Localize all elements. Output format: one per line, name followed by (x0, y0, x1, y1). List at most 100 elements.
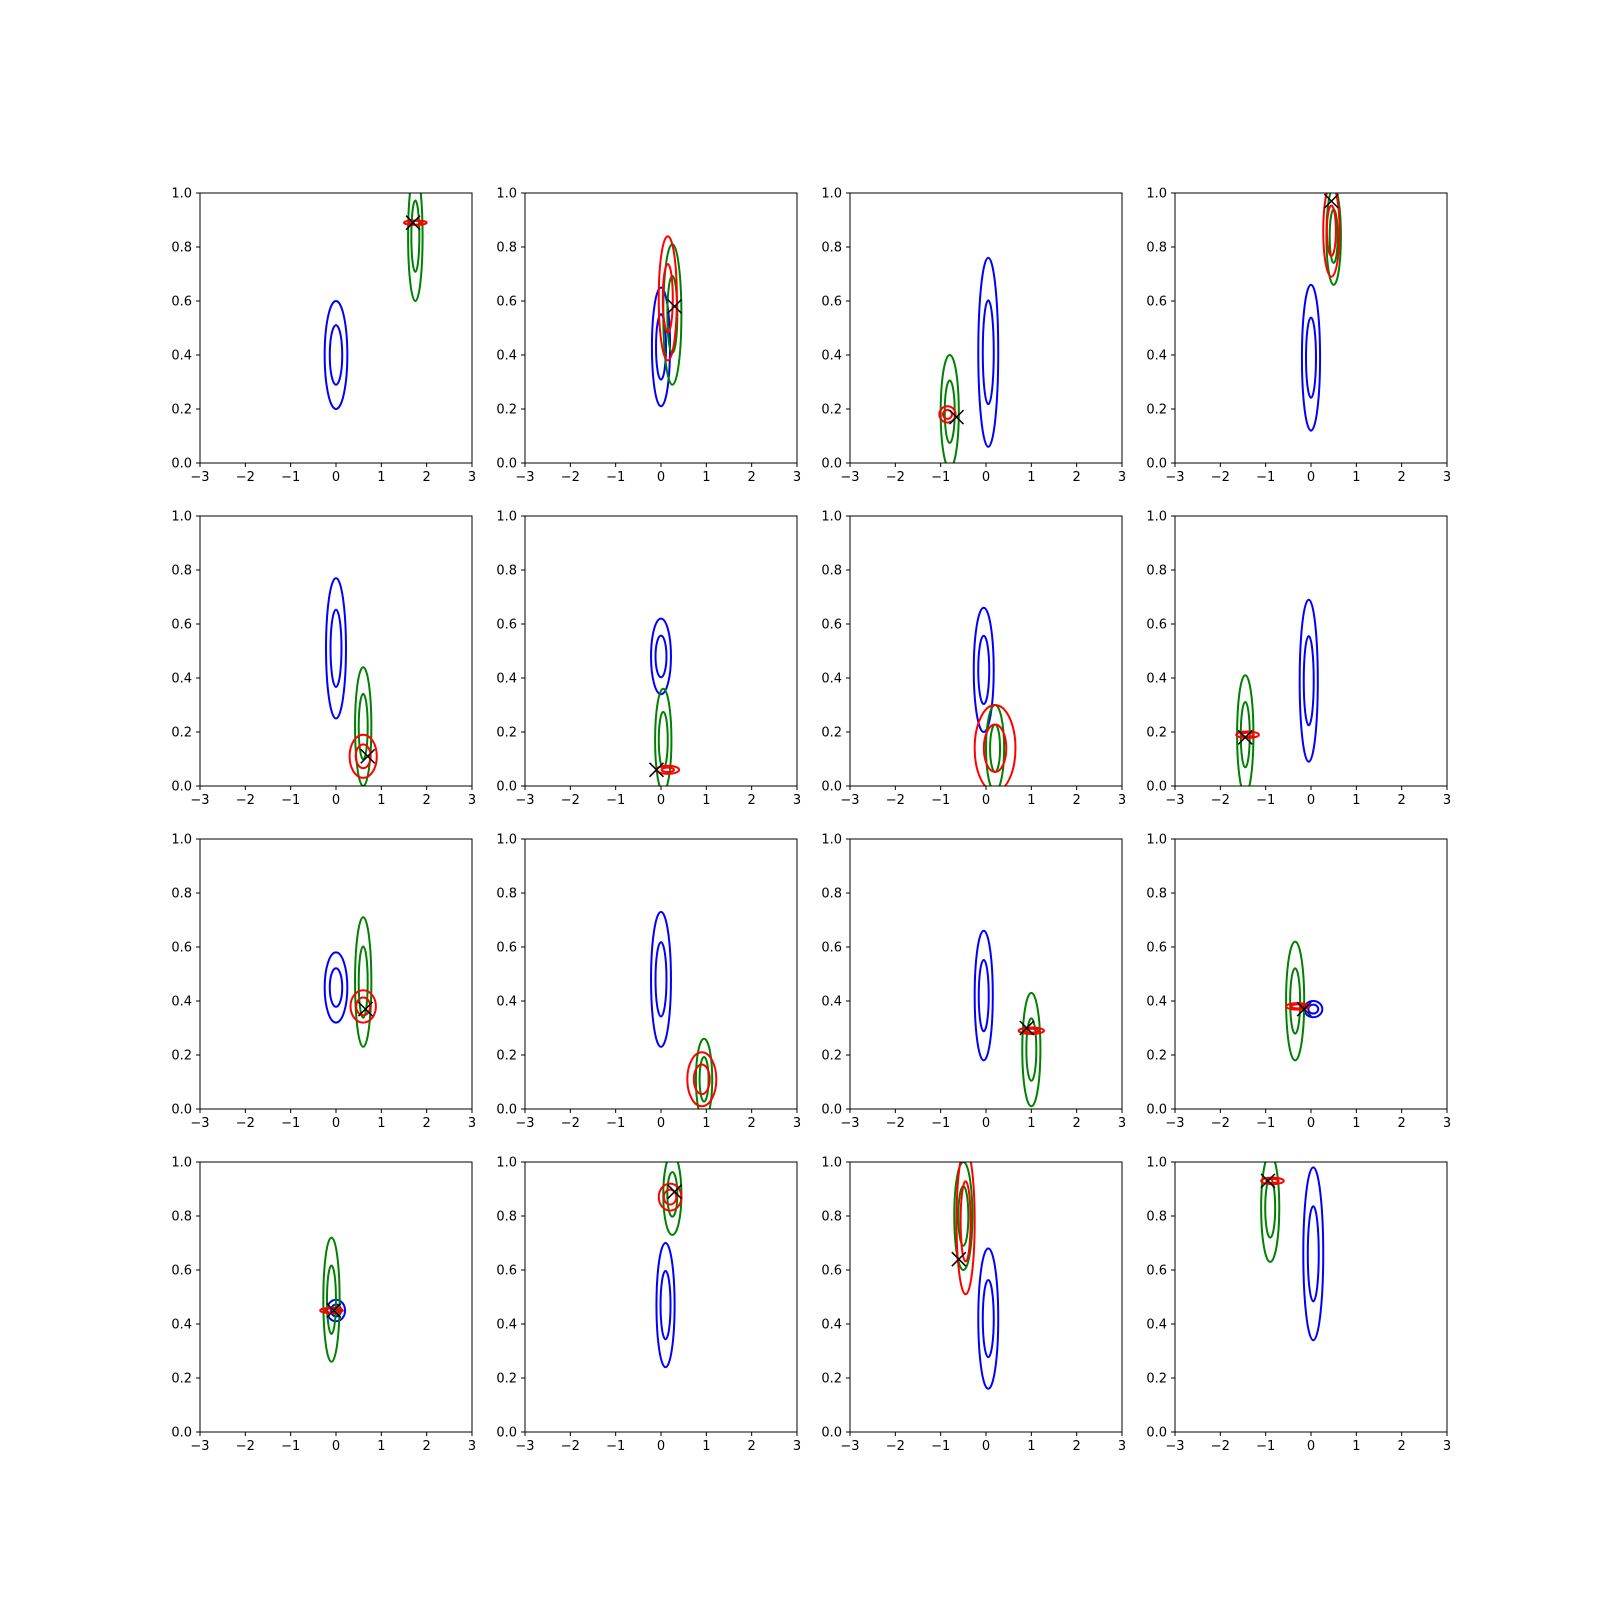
y-tick-label: 0.4 (821, 349, 842, 364)
blue-contour-outer (977, 1247, 1000, 1390)
x-tick-label: −1 (931, 1116, 950, 1131)
y-tick-label: 0.6 (496, 941, 517, 956)
y-tick-label: 0.6 (171, 618, 192, 633)
y-tick-label: 1.0 (171, 187, 192, 202)
blue-contour-outer (973, 929, 994, 1062)
x-tick-label: 1 (377, 793, 385, 808)
y-tick-label: 0.0 (171, 780, 192, 795)
y-tick-label: 0.6 (1146, 1264, 1167, 1279)
x-tick-label: −1 (606, 1116, 625, 1131)
x-marker (648, 762, 664, 778)
y-tick-label: 0.2 (821, 1372, 842, 1387)
x-tick-label: 1 (377, 470, 385, 485)
x-tick-label: −3 (190, 1116, 209, 1131)
red-contour-outer (1235, 730, 1260, 739)
x-tick-label: 3 (793, 793, 801, 808)
y-tick-label: 0.8 (496, 241, 517, 256)
y-tick-label: 1.0 (1146, 510, 1167, 525)
y-tick-label: 0.4 (821, 995, 842, 1010)
x-tick-label: −1 (606, 793, 625, 808)
y-tick-label: 1.0 (171, 1156, 192, 1171)
y-tick-label: 0.8 (496, 564, 517, 579)
x-tick-label: −2 (1211, 1116, 1230, 1131)
red-contour-outer (1260, 1176, 1285, 1186)
y-tick-label: 0.6 (496, 1264, 517, 1279)
plot-area (973, 929, 1046, 1108)
x-tick-label: 2 (1398, 1439, 1406, 1454)
x-tick-label: 0 (1307, 793, 1315, 808)
plot-area (1260, 1162, 1325, 1342)
x-tick-label: 2 (1398, 1116, 1406, 1131)
green-contour-inner (943, 379, 956, 444)
x-tick-label: 0 (332, 793, 340, 808)
y-tick-label: 1.0 (1146, 833, 1167, 848)
green-contour-inner (989, 723, 1002, 773)
y-tick-label: 0.6 (171, 1264, 192, 1279)
blue-contour-outer (1300, 283, 1322, 432)
y-tick-label: 0.8 (171, 564, 192, 579)
y-tick-label: 1.0 (496, 833, 517, 848)
subplot-3: −3 −2 −1 0 1 2 3 0.0 0.2 0.4 0.6 0.8 1.0 (821, 187, 1126, 486)
x-tick-label: −1 (281, 1116, 300, 1131)
axes-frame (1174, 838, 1448, 1110)
x-tick-label: 1 (1027, 793, 1035, 808)
y-tick-label: 0.6 (821, 618, 842, 633)
x-tick-label: 1 (702, 1116, 710, 1131)
x-tick-label: 1 (1352, 470, 1360, 485)
y-tick-label: 0.4 (496, 1318, 517, 1333)
red-contour-inner (354, 743, 372, 770)
x-tick-label: 3 (793, 1116, 801, 1131)
green-contour-outer (1021, 991, 1042, 1108)
x-tick-label: 0 (1307, 1116, 1315, 1131)
subplot-14: −3 −2 −1 0 1 2 3 0.0 0.2 0.4 0.6 0.8 1.0 (496, 1156, 801, 1455)
x-tick-label: 1 (1027, 470, 1035, 485)
red-contour-outer (349, 989, 377, 1024)
y-tick-label: 0.8 (821, 887, 842, 902)
x-tick-label: −2 (236, 1439, 255, 1454)
x-tick-label: 3 (793, 1439, 801, 1454)
x-tick-label: 3 (1118, 793, 1126, 808)
green-contour-inner (1289, 967, 1302, 1035)
x-tick-label: 3 (1118, 470, 1126, 485)
axes-frame (524, 838, 798, 1110)
green-contour-outer (322, 1236, 341, 1363)
axes-frame (1174, 515, 1448, 787)
x-tick-label: 2 (1073, 470, 1081, 485)
red-contour-inner (660, 766, 676, 774)
x-tick-label: 0 (1307, 470, 1315, 485)
blue-contour-outer (323, 300, 349, 410)
x-tick-label: 2 (748, 793, 756, 808)
x-tick-label: 0 (657, 1116, 665, 1131)
x-tick-label: 1 (702, 793, 710, 808)
x-tick-label: −1 (1256, 793, 1275, 808)
y-tick-label: 0.4 (496, 672, 517, 687)
y-tick-label: 0.6 (171, 941, 192, 956)
y-tick-label: 0.6 (821, 941, 842, 956)
blue-contour-inner (981, 299, 995, 406)
x-tick-label: −3 (1165, 793, 1184, 808)
axes-frame (199, 515, 473, 787)
y-tick-label: 0.8 (821, 564, 842, 579)
y-tick-label: 0.0 (1146, 457, 1167, 472)
x-marker (1323, 193, 1339, 209)
x-tick-label: 3 (1118, 1116, 1126, 1131)
y-tick-label: 0.0 (821, 1103, 842, 1118)
y-tick-label: 1.0 (821, 510, 842, 525)
x-marker (949, 409, 965, 425)
x-tick-label: 0 (657, 793, 665, 808)
y-tick-label: 0.4 (496, 995, 517, 1010)
axes-frame (199, 192, 473, 464)
y-tick-label: 0.2 (171, 726, 192, 741)
y-tick-label: 0.6 (171, 295, 192, 310)
x-tick-label: 0 (657, 470, 665, 485)
x-tick-label: −2 (1211, 793, 1230, 808)
y-tick-label: 0.2 (1146, 1372, 1167, 1387)
y-tick-label: 0.4 (496, 349, 517, 364)
y-tick-label: 0.0 (1146, 1103, 1167, 1118)
y-tick-label: 1.0 (171, 833, 192, 848)
x-tick-label: 3 (1443, 470, 1451, 485)
x-marker (951, 1251, 967, 1267)
x-tick-label: −3 (1165, 1116, 1184, 1131)
green-contour-outer (1285, 940, 1306, 1062)
plot-area (938, 256, 1000, 463)
